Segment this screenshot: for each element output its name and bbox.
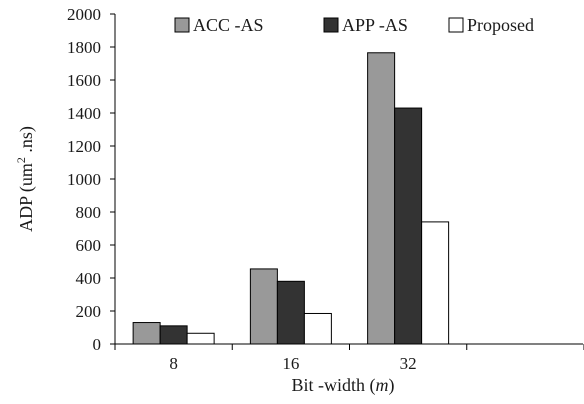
legend-label: ACC -AS <box>193 15 264 35</box>
y-tick-label: 1400 <box>67 104 101 123</box>
x-axis-ticks: 8 16 32 <box>114 344 584 373</box>
y-tick-label: 400 <box>76 269 102 288</box>
bar-proposed-16 <box>303 312 332 345</box>
x-axis-title-variable: m <box>376 375 389 395</box>
y-tick-label: 1800 <box>67 38 101 57</box>
x-axis-title-main: Bit -width ( <box>292 375 376 396</box>
legend-label: APP -AS <box>342 15 408 35</box>
y-tick-label: 200 <box>76 302 102 321</box>
legend-label: Proposed <box>467 15 534 35</box>
legend-swatch <box>323 17 339 33</box>
y-axis-title-main: ADP (um <box>16 163 37 232</box>
y-tick-label: 800 <box>76 203 102 222</box>
bar-app-as-8 <box>159 325 188 345</box>
legend-swatch <box>448 17 464 33</box>
bar-proposed-32 <box>421 221 450 345</box>
bar-acc-as-32 <box>367 52 396 345</box>
y-tick-label: 600 <box>76 236 102 255</box>
x-tick-label: 8 <box>169 354 178 373</box>
y-axis-ticks: 0 200 400 600 800 1000 1200 1400 1600 1800 2000 <box>67 5 115 354</box>
bars <box>132 52 450 345</box>
x-tick-label: 16 <box>282 354 299 373</box>
y-tick-label: 1600 <box>67 71 101 90</box>
y-axis-title: ADP (um2 .ns) <box>14 126 37 232</box>
bar-acc-as-16 <box>249 268 278 345</box>
bar-app-as-32 <box>394 107 423 345</box>
x-tick-label: 32 <box>400 354 417 373</box>
y-tick-label: 1000 <box>67 170 101 189</box>
bar-proposed-8 <box>186 332 215 345</box>
x-axis-title-close: ) <box>389 375 395 396</box>
y-axis-title-rest: .ns) <box>16 126 37 157</box>
bar-app-as-16 <box>276 280 305 345</box>
y-tick-label: 0 <box>93 335 102 354</box>
x-axis-title: Bit -width (m) <box>292 375 395 396</box>
y-tick-label: 2000 <box>67 5 101 24</box>
y-tick-label: 1200 <box>67 137 101 156</box>
legend: ACC -AS APP -AS Proposed <box>174 15 534 35</box>
legend-swatch <box>174 17 190 33</box>
y-axis-title-superscript: 2 <box>14 157 28 163</box>
bar-acc-as-8 <box>132 322 161 345</box>
